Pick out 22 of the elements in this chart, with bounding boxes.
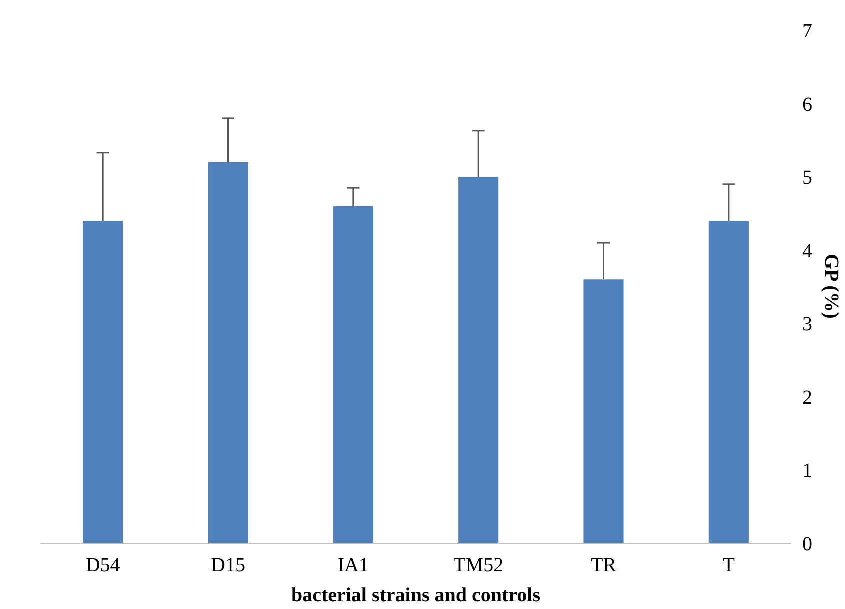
x-tick-label: D54: [86, 554, 120, 576]
x-tick-label: T: [722, 554, 736, 576]
x-tick-label: D15: [211, 554, 246, 576]
y-tick-label: 0: [802, 534, 812, 556]
bar: [333, 206, 374, 544]
y-tick-label: 7: [802, 20, 812, 42]
x-tick-label: TM52: [454, 554, 504, 576]
x-axis-title: bacterial strains and controls: [291, 584, 541, 606]
bar: [458, 177, 499, 544]
bar: [83, 221, 124, 544]
y-axis-title: GP (%): [820, 254, 842, 319]
y-tick-label: 6: [802, 94, 812, 116]
y-tick-label: 1: [802, 460, 812, 482]
y-tick-label: 5: [802, 167, 812, 190]
y-tick-label: 4: [802, 240, 812, 262]
x-tick-label: IA1: [338, 554, 369, 576]
y-tick-label: 3: [802, 314, 812, 336]
y-tick-label: 2: [802, 386, 812, 409]
bar: [708, 221, 749, 544]
bar: [584, 280, 624, 544]
x-tick-label: TR: [590, 554, 618, 576]
bar: [208, 162, 248, 544]
